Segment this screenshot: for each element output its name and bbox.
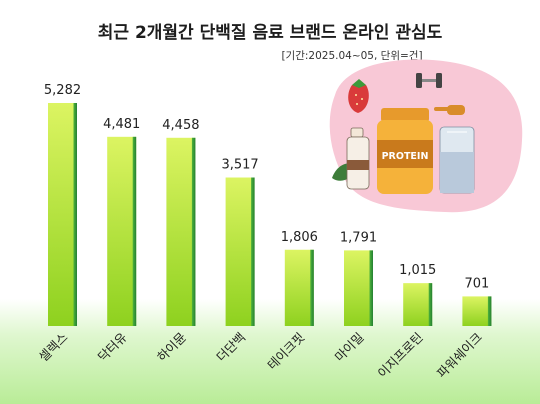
- bar-2: [107, 136, 137, 326]
- bar-side-5: [310, 249, 314, 326]
- value-label-4: 3,517: [221, 158, 258, 173]
- protein-jar-icon: PROTEIN: [377, 108, 433, 194]
- value-label-1: 5,282: [44, 83, 81, 98]
- value-label-3: 4,458: [162, 118, 199, 133]
- value-label-7: 1,015: [399, 263, 436, 278]
- value-label-2: 4,481: [103, 117, 140, 132]
- bar-1: [48, 103, 77, 326]
- bar-5: [284, 249, 314, 326]
- bar-side-8: [487, 296, 492, 326]
- strawberry-icon: [348, 79, 369, 113]
- protein-jar-label: PROTEIN: [382, 151, 429, 162]
- value-label-5: 1,806: [281, 230, 318, 245]
- scoop-icon: [434, 105, 465, 115]
- shaker-bottle-icon: [346, 127, 370, 190]
- chart-title: 최근 2개월간 단백질 음료 브랜드 온라인 관심도: [98, 22, 443, 43]
- bar-8: [462, 296, 492, 326]
- bar-side-3: [191, 137, 196, 326]
- bar-6: [344, 250, 373, 326]
- bar-7: [403, 283, 433, 326]
- bar-side-2: [132, 136, 137, 326]
- bar-4: [225, 177, 255, 326]
- dumbbell-icon: [416, 73, 442, 88]
- value-label-6: 1,791: [340, 230, 377, 245]
- chart-subtitle: [기간:2025.04~05, 단위=건]: [281, 49, 422, 62]
- bar-side-1: [73, 103, 77, 326]
- protein-illustration: PROTEIN: [329, 59, 523, 213]
- bar-side-4: [251, 177, 255, 326]
- bar-side-6: [369, 250, 373, 326]
- bar-3: [166, 137, 196, 326]
- bars-group: [48, 103, 492, 326]
- value-label-8: 701: [464, 276, 489, 291]
- value-labels-group: 5,282 4,481 4,458 3,517 1,806 1,791 1,015 701: [44, 83, 489, 291]
- bar-side-7: [428, 283, 433, 326]
- milk-carton-icon: [439, 126, 475, 194]
